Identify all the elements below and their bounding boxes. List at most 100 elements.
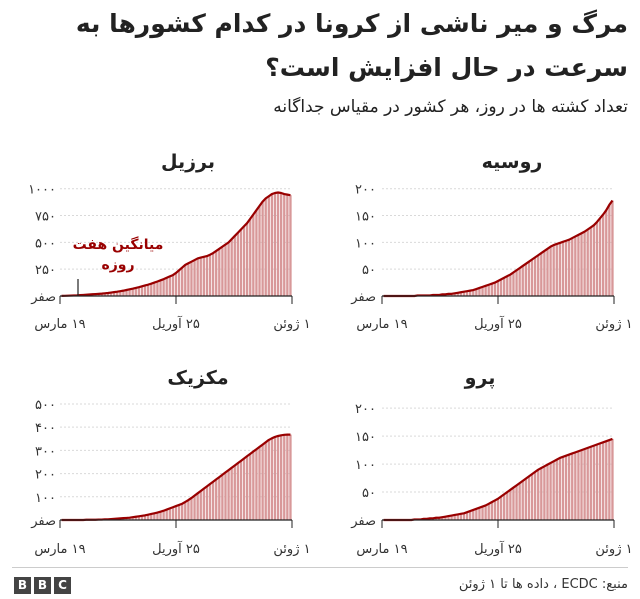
bar [134, 287, 137, 296]
bar [143, 285, 147, 296]
bar [450, 515, 453, 520]
bar [567, 454, 571, 520]
bar [574, 452, 577, 520]
bar [109, 292, 113, 296]
bar [484, 505, 487, 520]
bar [276, 435, 280, 520]
bar [571, 238, 574, 296]
source-note: منبع: ECDC ، داده ها تا ۱ ژوئن [458, 577, 628, 592]
bar [202, 256, 206, 296]
bar [249, 218, 252, 296]
bar [233, 465, 236, 520]
bar [258, 446, 261, 520]
bar [434, 517, 438, 520]
bar [496, 280, 500, 296]
bar [493, 500, 497, 520]
bar [475, 508, 478, 520]
bar [190, 261, 193, 296]
y-tick-label: صفر [30, 514, 56, 529]
bar [490, 283, 493, 296]
bar [475, 289, 478, 296]
bar [289, 195, 292, 296]
bar [112, 292, 116, 296]
bar [224, 472, 227, 520]
bar [605, 210, 608, 296]
bar [546, 248, 549, 296]
bar [224, 244, 227, 296]
bar [518, 268, 521, 296]
bar [280, 193, 283, 296]
bar [252, 214, 255, 296]
bar [456, 514, 459, 520]
bar [286, 194, 289, 296]
panel-title: برزیل [161, 151, 215, 173]
bar [533, 471, 537, 520]
bar [242, 226, 246, 296]
bar [515, 270, 518, 296]
bar [270, 438, 274, 520]
bar [239, 460, 243, 520]
bar [589, 446, 592, 520]
annotation-label: میانگین هفت روزه [73, 236, 164, 273]
x-tick-label: ۱ ژوئن [595, 542, 632, 557]
y-tick-label: ۱۵۰ [355, 430, 376, 445]
bar [546, 464, 549, 520]
bar [537, 255, 540, 296]
bar [100, 293, 103, 296]
bar [506, 492, 509, 520]
bar [555, 459, 558, 520]
bar [577, 234, 580, 296]
bar [462, 513, 466, 520]
bar [592, 225, 596, 296]
bar [503, 494, 506, 520]
bar [221, 246, 224, 296]
bar [245, 223, 249, 296]
bar [515, 485, 518, 520]
bar [611, 438, 614, 520]
bar [549, 462, 552, 520]
bar [605, 441, 608, 520]
bar [227, 470, 230, 520]
bar [196, 493, 199, 520]
bar [140, 515, 144, 520]
bar [211, 481, 215, 520]
bar [478, 287, 481, 296]
bar [187, 500, 190, 520]
bar [447, 516, 450, 520]
bar [533, 257, 537, 296]
y-tick-label: ۵۰۰ [35, 398, 56, 413]
annotation-line: روزه [101, 257, 134, 273]
bar [267, 196, 270, 296]
bar [215, 479, 218, 520]
x-tick-label: ۱ ژوئن [273, 542, 310, 557]
bar [283, 194, 286, 296]
bar [177, 504, 181, 520]
bar [484, 285, 487, 296]
bar [116, 291, 119, 296]
bar [499, 279, 503, 296]
bar [289, 434, 292, 520]
bar [524, 478, 528, 520]
bar [527, 476, 531, 520]
bar [236, 232, 240, 296]
x-tick-label: ۱۹ مارس [34, 317, 85, 332]
bar [456, 292, 459, 296]
bar [119, 291, 122, 296]
bar [150, 513, 153, 520]
bar [264, 442, 267, 520]
bar [181, 503, 184, 520]
seven-day-average-line [61, 191, 291, 297]
bar [468, 511, 472, 520]
annotation-line: میانگین هفت [73, 236, 164, 253]
bar [125, 289, 128, 296]
bar [444, 516, 447, 520]
bbc-logo-letter: C [54, 577, 71, 594]
bar [583, 231, 586, 296]
seven-day-average-line [383, 437, 613, 522]
bar [252, 451, 255, 520]
bar [208, 254, 212, 296]
bar [261, 444, 264, 520]
bar [453, 293, 456, 296]
bar [218, 477, 221, 520]
footer-divider [12, 567, 628, 568]
